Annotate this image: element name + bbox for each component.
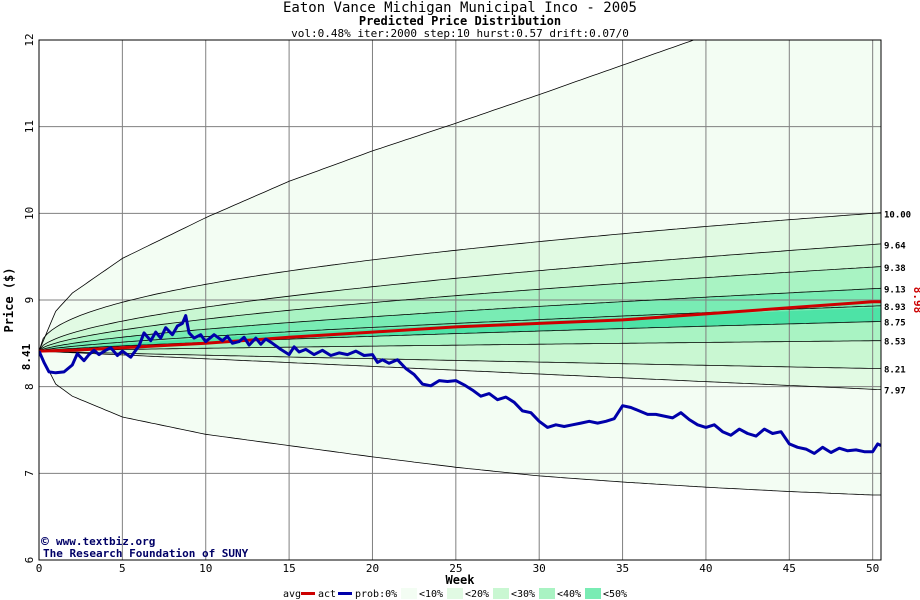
x-tick-label: 20 [366, 562, 379, 575]
axis-labels: 0 5 10 15 20 25 30 35 40 45 50 6 7 8 9 10 11 12 [23, 33, 879, 575]
right-value-label: 8.21 [884, 365, 906, 375]
copyright-icon: © [41, 535, 49, 550]
x-tick-label: 45 [783, 562, 796, 575]
percentile-curve [39, 287, 881, 352]
right-value-label: 9.38 [884, 264, 906, 274]
start-price-label: 8.41 [20, 343, 33, 370]
percentile-curve [39, 212, 881, 352]
x-tick-label: 0 [36, 562, 43, 575]
upper-envelope-line [39, 40, 695, 352]
series-act-line [39, 314, 881, 455]
percentile-curve [39, 340, 881, 352]
plot-frame [38, 39, 882, 561]
percentile-curves [39, 40, 881, 496]
right-value-label: 10.00 [884, 210, 911, 220]
x-axis-label: Week [446, 573, 476, 587]
band-50 [39, 307, 881, 353]
chart-title: Eaton Vance Michigan Municipal Inco - 20… [282, 0, 637, 16]
legend-label: <40% [557, 589, 581, 600]
legend-label: avg [283, 589, 301, 600]
x-tick-label: 50 [866, 562, 879, 575]
y-tick-label: 11 [23, 120, 36, 133]
legend-label: act [318, 589, 336, 600]
legend-swatch [338, 592, 352, 595]
right-value-label: 8.75 [884, 319, 906, 329]
x-tick-label: 5 [119, 562, 126, 575]
right-value-label: 8.53 [884, 338, 906, 348]
y-tick-label: 7 [23, 470, 36, 477]
legend-label: prob:0% [355, 589, 397, 600]
legend-swatch [401, 588, 417, 599]
right-value-label: 8.93 [884, 303, 906, 313]
legend: avg act prob:0% <10% <20% <30% <40% <50% [283, 588, 627, 600]
legend-swatch [585, 588, 601, 599]
legend-label: <50% [603, 589, 627, 600]
end-price-label: 8.98 [911, 287, 920, 314]
percentile-curve [39, 266, 881, 352]
percentile-curve [39, 243, 881, 352]
x-tick-label: 10 [199, 562, 212, 575]
right-labels: 10.00 9.64 9.38 9.13 8.93 8.75 8.53 8.21 7.97 [884, 210, 911, 396]
y-tick-label: 12 [23, 33, 36, 46]
band-40 [39, 288, 881, 352]
legend-swatch [447, 588, 463, 599]
watermark: © www.textbiz.org The Research Foundatio… [41, 535, 249, 560]
y-tick-label: 9 [23, 297, 36, 304]
x-tick-label: 25 [449, 562, 462, 575]
x-tick-label: 35 [616, 562, 629, 575]
right-value-label: 7.97 [884, 386, 906, 396]
watermark-org: The Research Foundation of SUNY [43, 547, 249, 560]
y-tick-label: 10 [23, 207, 36, 220]
legend-swatch [539, 588, 555, 599]
legend-label: <30% [511, 589, 535, 600]
chart-params: vol:0.48% iter:2000 step:10 hurst:0.57 d… [291, 27, 629, 40]
y-tick-label: 6 [23, 557, 36, 564]
series-lines [39, 300, 881, 455]
legend-label: <10% [419, 589, 443, 600]
lower-envelope-line [39, 350, 881, 496]
legend-swatch [493, 588, 509, 599]
x-tick-label: 30 [533, 562, 546, 575]
right-value-label: 9.64 [884, 242, 906, 252]
percentile-curve [39, 350, 881, 390]
watermark-url: www.textbiz.org [56, 535, 155, 548]
x-tick-label: 15 [282, 562, 295, 575]
y-tick-label: 8 [23, 383, 36, 390]
right-value-label: 9.13 [884, 286, 906, 296]
chart-subtitle: Predicted Price Distribution [358, 14, 562, 28]
legend-label: <20% [465, 589, 489, 600]
series-avg-line [39, 300, 881, 353]
y-axis-label: Price ($) [2, 267, 16, 332]
x-tick-label: 40 [699, 562, 712, 575]
legend-swatch [301, 592, 315, 595]
percentile-curve [39, 350, 881, 369]
